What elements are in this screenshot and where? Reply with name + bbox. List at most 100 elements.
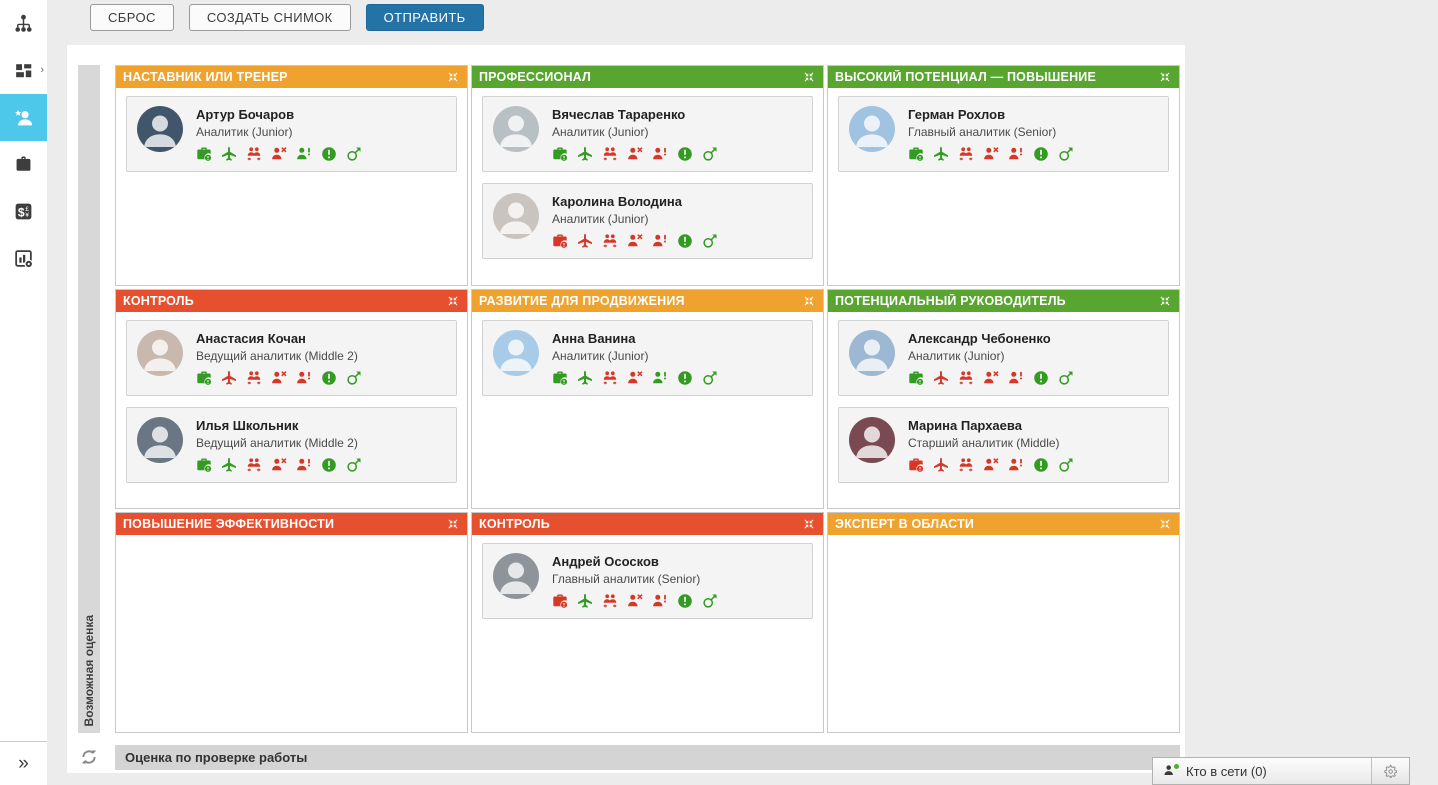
employee-status-icons xyxy=(196,370,362,386)
employee-info: Герман Рохлов Главный аналитик (Senior) xyxy=(908,106,1074,162)
team-mobility-icon xyxy=(246,146,262,162)
toolbar: СБРОС СОЗДАТЬ СНИМОК ОТПРАВИТЬ xyxy=(90,4,484,31)
team-mobility-icon xyxy=(602,146,618,162)
plane-icon xyxy=(577,593,593,609)
online-settings-button[interactable] xyxy=(1371,758,1409,784)
employee-name: Марина Пархаева xyxy=(908,417,1022,433)
briefcase-status-icon xyxy=(552,146,568,162)
employee-info: Марина Пархаева Старший аналитик (Middle… xyxy=(908,417,1074,473)
warning-circle-icon xyxy=(1033,457,1049,473)
box-title: РАЗВИТИЕ ДЛЯ ПРОДВИЖЕНИЯ xyxy=(479,293,685,308)
avatar xyxy=(849,106,895,152)
collapse-arrows-icon[interactable] xyxy=(446,517,460,531)
matrix-box-header: ПОВЫШЕНИЕ ЭФФЕКТИВНОСТИ xyxy=(116,513,467,536)
briefcase-icon xyxy=(16,156,31,171)
matrix-box: ПОВЫШЕНИЕ ЭФФЕКТИВНОСТИ xyxy=(115,512,468,733)
x-axis-label: Оценка по проверке работы xyxy=(125,750,308,765)
person-alert-icon xyxy=(652,146,668,162)
box-body: Александр Чебоненко Аналитик (Junior) xyxy=(828,312,1179,509)
employee-position: Ведущий аналитик (Middle 2) xyxy=(196,348,358,363)
employee-position: Главный аналитик (Senior) xyxy=(552,572,701,587)
sidebar-item-briefcase[interactable] xyxy=(0,141,47,188)
sidebar-expand-button[interactable]: » xyxy=(0,741,47,785)
team-mobility-icon xyxy=(602,233,618,249)
collapse-arrows-icon[interactable] xyxy=(1158,294,1172,308)
collapse-arrows-icon[interactable] xyxy=(1158,70,1172,84)
matrix-box: КОНТРОЛЬ Андрей Ососков Главный аналитик… xyxy=(471,512,824,733)
warning-circle-icon xyxy=(321,146,337,162)
gender-mobility-icon xyxy=(702,593,718,609)
employee-name: Александр Чебоненко xyxy=(908,330,1051,346)
warning-circle-icon xyxy=(677,146,693,162)
employee-card[interactable]: Каролина Володина Аналитик (Junior) xyxy=(482,183,813,259)
person-remove-icon xyxy=(627,146,643,162)
briefcase-status-icon xyxy=(196,457,212,473)
employee-info: Артур Бочаров Аналитик (Junior) xyxy=(196,106,362,162)
reset-button[interactable]: СБРОС xyxy=(90,4,174,31)
matrix-box-header: НАСТАВНИК ИЛИ ТРЕНЕР xyxy=(116,66,467,88)
employee-card[interactable]: Анастасия Кочан Ведущий аналитик (Middle… xyxy=(126,319,457,396)
gender-mobility-icon xyxy=(702,146,718,162)
matrix-box-header: КОНТРОЛЬ xyxy=(116,289,467,312)
refresh-button[interactable] xyxy=(80,748,98,766)
employee-card[interactable]: Анна Ванина Аналитик (Junior) xyxy=(482,319,813,396)
avatar xyxy=(493,106,539,152)
svg-text:$: $ xyxy=(18,206,25,220)
collapse-arrows-icon[interactable] xyxy=(802,70,816,84)
employee-name: Герман Рохлов xyxy=(908,107,1006,122)
send-button[interactable]: ОТПРАВИТЬ xyxy=(365,4,484,31)
sidebar: › $ £ ¥ » xyxy=(0,0,47,785)
sidebar-item-reports[interactable] xyxy=(0,235,47,282)
employee-status-icons xyxy=(552,146,718,162)
create-snapshot-button[interactable]: СОЗДАТЬ СНИМОК xyxy=(188,4,351,31)
warning-circle-icon xyxy=(1033,146,1049,162)
dashboard-icon xyxy=(16,64,32,78)
briefcase-status-icon xyxy=(196,146,212,162)
employee-status-icons xyxy=(552,593,718,609)
employee-name: Андрей Ососков xyxy=(552,554,659,570)
person-alert-icon xyxy=(652,370,668,386)
person-remove-icon xyxy=(983,146,999,162)
box-title: КОНТРОЛЬ xyxy=(479,517,550,532)
matrix-box: НАСТАВНИК ИЛИ ТРЕНЕР Артур Бочаров Анали… xyxy=(115,65,468,286)
collapse-arrows-icon[interactable] xyxy=(802,294,816,308)
employee-card[interactable]: Александр Чебоненко Аналитик (Junior) xyxy=(838,319,1169,396)
team-mobility-icon xyxy=(958,146,974,162)
collapse-arrows-icon[interactable] xyxy=(446,294,460,308)
sidebar-item-hierarchy[interactable] xyxy=(0,0,47,47)
collapse-arrows-icon[interactable] xyxy=(1158,517,1172,531)
briefcase-status-icon xyxy=(552,370,568,386)
plane-icon xyxy=(577,146,593,162)
employee-status-icons xyxy=(196,457,362,473)
briefcase-status-icon xyxy=(908,457,924,473)
person-alert-icon xyxy=(296,370,312,386)
collapse-arrows-icon[interactable] xyxy=(802,517,816,531)
employee-card[interactable]: Андрей Ососков Главный аналитик (Senior) xyxy=(482,543,813,620)
employee-position: Аналитик (Junior) xyxy=(552,125,649,139)
plane-icon xyxy=(221,146,237,162)
online-person-icon xyxy=(1163,764,1179,778)
who-is-online-button[interactable]: Кто в сети (0) xyxy=(1153,758,1371,784)
employee-card[interactable]: Артур Бочаров Аналитик (Junior) xyxy=(126,96,457,172)
svg-text:¥: ¥ xyxy=(25,212,29,219)
employee-card[interactable]: Герман Рохлов Главный аналитик (Senior) xyxy=(838,96,1169,172)
employee-info: Анна Ванина Аналитик (Junior) xyxy=(552,330,718,386)
plane-icon xyxy=(577,370,593,386)
box-body: Андрей Ососков Главный аналитик (Senior) xyxy=(472,535,823,732)
employee-card[interactable]: Вячеслав Тараренко Аналитик (Junior) xyxy=(482,96,813,172)
briefcase-status-icon xyxy=(908,146,924,162)
person-alert-icon xyxy=(1008,457,1024,473)
sidebar-item-compensation[interactable]: $ £ ¥ xyxy=(0,188,47,235)
collapse-arrows-icon[interactable] xyxy=(446,70,460,84)
svg-text:£: £ xyxy=(25,206,29,213)
y-axis-bar: Возможная оценка xyxy=(78,65,100,733)
box-title: ЭКСПЕРТ В ОБЛАСТИ xyxy=(835,517,975,532)
plane-icon xyxy=(933,146,949,162)
employee-card[interactable]: Марина Пархаева Старший аналитик (Middle… xyxy=(838,406,1169,483)
sidebar-item-talent-active[interactable] xyxy=(0,94,47,141)
gender-mobility-icon xyxy=(1058,457,1074,473)
employee-info: Анастасия Кочан Ведущий аналитик (Middle… xyxy=(196,330,362,386)
employee-card[interactable]: Илья Школьник Ведущий аналитик (Middle 2… xyxy=(126,406,457,483)
sidebar-item-dashboard[interactable]: › xyxy=(0,47,47,94)
matrix-box-header: ПРОФЕССИОНАЛ xyxy=(472,66,823,88)
